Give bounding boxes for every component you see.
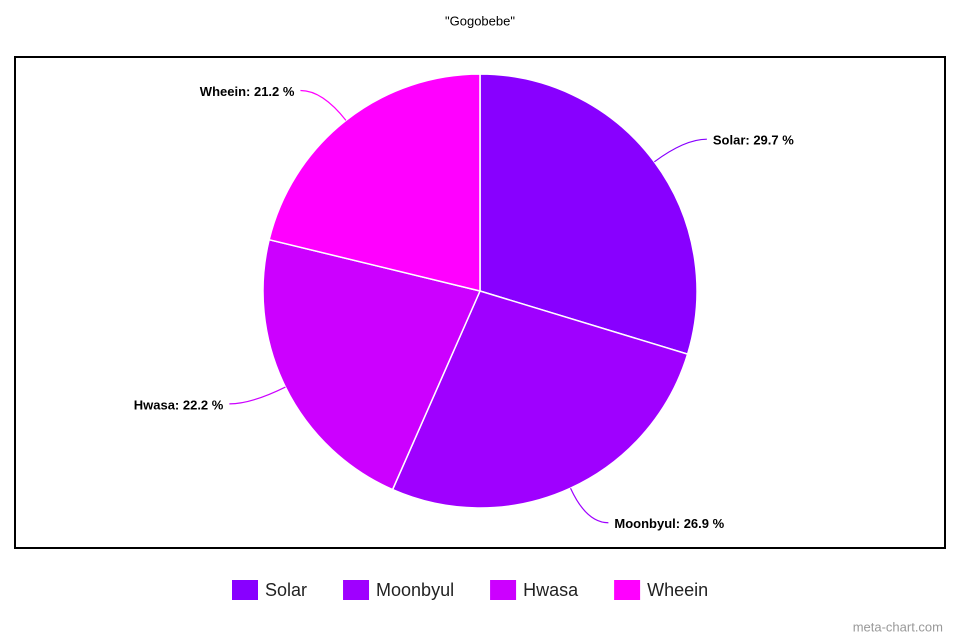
watermark: meta-chart.com — [853, 619, 943, 634]
leader-line — [653, 138, 707, 163]
legend-swatch — [614, 580, 641, 600]
legend-label: Hwasa — [523, 580, 579, 600]
legend-label: Wheein — [647, 580, 708, 600]
data-label: Moonbyul: 26.9 % — [614, 516, 724, 531]
leader-line — [300, 89, 347, 121]
pie-slice — [268, 73, 481, 292]
pie-slice — [262, 238, 482, 491]
data-label: Solar: 29.7 % — [713, 133, 794, 148]
data-label: Hwasa: 22.2 % — [134, 397, 224, 412]
legend-swatch — [232, 580, 258, 600]
leader-line — [569, 487, 609, 524]
data-label: Wheein: 21.2 % — [200, 84, 295, 99]
leader-line — [229, 386, 286, 405]
legend-swatch — [490, 580, 517, 600]
pie-slice — [479, 73, 698, 356]
legend-label: Moonbyul — [376, 580, 454, 600]
chart-title: "Gogobebe" — [445, 13, 515, 28]
legend-swatch — [343, 580, 370, 600]
legend-label: Solar — [265, 580, 307, 600]
